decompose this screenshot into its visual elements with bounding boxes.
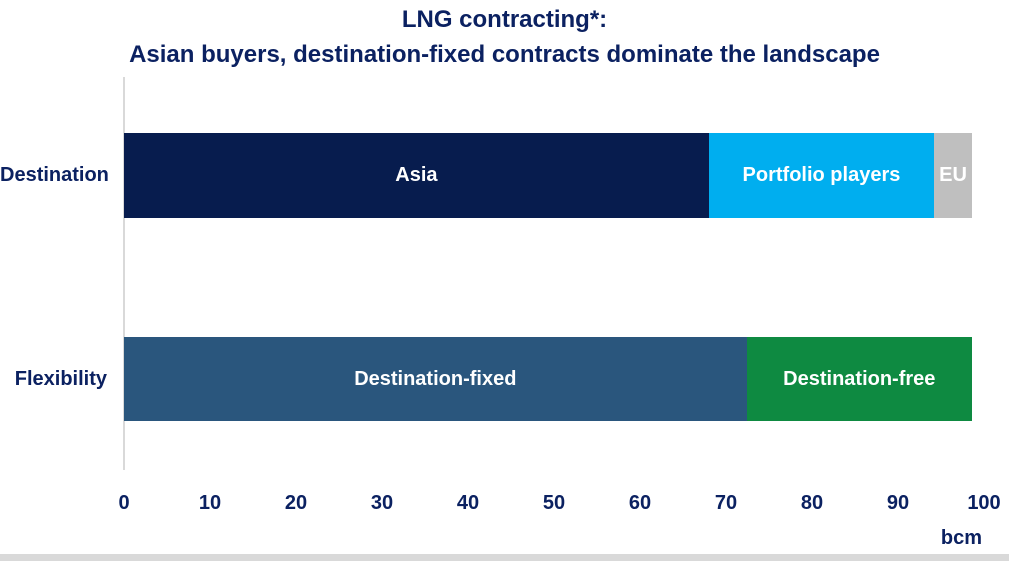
category-label-destination: Destination: [0, 164, 109, 186]
chart-title-line2: Asian buyers, destination-fixed contract…: [129, 41, 880, 68]
bar-segment-destination-fixed: Destination-fixed: [124, 337, 747, 421]
x-tick-100: 100: [967, 492, 1001, 514]
bar-segment-eu: EU: [934, 133, 972, 218]
x-tick-70: 70: [714, 492, 738, 514]
x-tick-10: 10: [198, 492, 222, 514]
x-tick-90: 90: [886, 492, 910, 514]
bar-segment-asia: Asia: [124, 133, 709, 218]
bar-segment-portfolio-players: Portfolio players: [708, 133, 935, 218]
x-tick-0: 0: [118, 492, 130, 514]
x-tick-20: 20: [284, 492, 308, 514]
y-axis-line: [123, 77, 125, 470]
x-tick-40: 40: [456, 492, 480, 514]
x-tick-30: 30: [370, 492, 394, 514]
chart-title-line1: LNG contracting*:: [401, 6, 608, 33]
bar-segment-destination-free: Destination-free: [746, 337, 972, 421]
bottom-divider: [0, 554, 1009, 561]
x-tick-60: 60: [628, 492, 652, 514]
category-label-flexibility: Flexibility: [14, 368, 107, 390]
axis-unit-label: bcm: [940, 527, 982, 549]
x-tick-50: 50: [542, 492, 566, 514]
x-tick-80: 80: [800, 492, 824, 514]
chart-title: LNG contracting*: Asian buyers, destinat…: [0, 2, 1009, 72]
